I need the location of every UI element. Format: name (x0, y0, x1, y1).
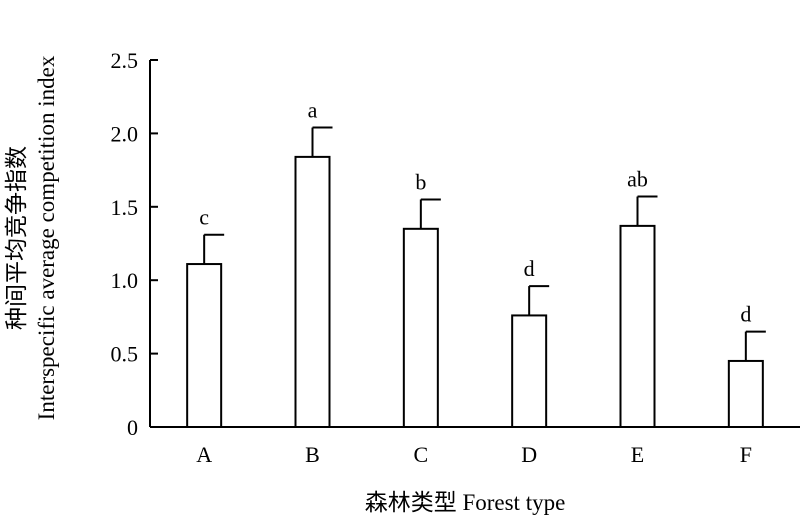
bar-group-a: c (186, 205, 225, 428)
x-tick-label: C (413, 442, 428, 467)
bar-group-e: ab (619, 167, 658, 428)
bar-group-f: d (727, 302, 766, 428)
significance-label: b (415, 169, 426, 194)
x-tick-label: D (521, 442, 537, 467)
bar-b (294, 155, 331, 428)
bar-group-b: a (294, 98, 333, 428)
x-tick-label: A (196, 442, 212, 467)
y-tick-label: 1.0 (111, 268, 139, 293)
bar-e (619, 224, 656, 428)
significance-label: ab (627, 167, 648, 192)
x-tick-label: F (740, 442, 752, 467)
x-ticks: A B C D E F (196, 442, 752, 467)
y-tick-label: 0 (127, 415, 138, 440)
bar-group-d: d (511, 256, 550, 429)
bar-f (727, 359, 764, 428)
y-tick-label: 1.5 (111, 195, 139, 220)
significance-label: d (524, 256, 535, 281)
bar-d (511, 314, 548, 429)
y-axis-title-en: Interspecific average competition index (34, 55, 59, 420)
significance-label: c (199, 205, 209, 230)
x-tick-label: B (305, 442, 320, 467)
y-axis-title-cn: 种间平均竞争指数 (4, 146, 29, 330)
significance-label: d (740, 302, 751, 327)
bar-c (402, 227, 439, 428)
x-tick-label: E (631, 442, 644, 467)
y-axis-title: 种间平均竞争指数 Interspecific average competiti… (4, 55, 59, 420)
y-tick-label: 2.0 (111, 121, 139, 146)
y-tick-label: 2.5 (111, 48, 139, 73)
significance-label: a (308, 98, 318, 123)
y-ticks: 0 0.5 1.0 1.5 2.0 2.5 (111, 48, 158, 440)
bar-a (186, 263, 223, 428)
y-tick-label: 0.5 (111, 342, 139, 367)
bar-group-c: b (402, 169, 441, 428)
x-axis-title: 森林类型 Forest type (365, 490, 566, 515)
